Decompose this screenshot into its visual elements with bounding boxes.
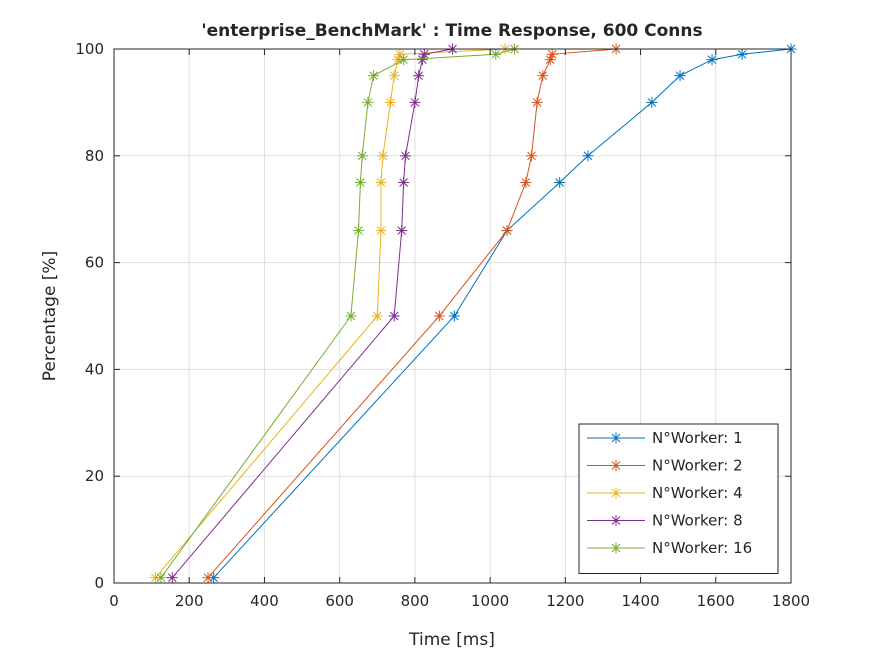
data-point-marker bbox=[399, 150, 411, 162]
data-point-marker bbox=[155, 572, 167, 584]
x-tick-label: 1000 bbox=[471, 592, 509, 610]
legend-label: N°Worker: 16 bbox=[652, 539, 752, 557]
y-tick-label: 0 bbox=[94, 574, 104, 592]
data-point-marker bbox=[546, 48, 558, 60]
data-point-marker bbox=[409, 96, 421, 108]
data-point-marker bbox=[398, 54, 410, 66]
legend-marker bbox=[610, 542, 622, 554]
data-point-marker bbox=[582, 150, 594, 162]
data-point-marker bbox=[202, 572, 214, 584]
legend: N°Worker: 1 N°Worker: 2 N°Worker: 4 N°Worke… bbox=[578, 423, 779, 574]
axis-ticks: 0 200 400 600 800 1000 1200 1400 1600 1800 0 20 40 60… bbox=[75, 40, 810, 610]
series-line bbox=[160, 48, 515, 578]
data-point-marker bbox=[345, 310, 357, 322]
x-tick-label: 400 bbox=[250, 592, 279, 610]
series-worker-4 bbox=[166, 43, 458, 584]
y-tick-label: 80 bbox=[85, 147, 104, 165]
series-line bbox=[213, 48, 792, 579]
series-line bbox=[155, 48, 506, 579]
data-point-marker bbox=[375, 225, 387, 237]
chart-title: 'enterprise_BenchMark' : Time Response, … bbox=[201, 21, 702, 41]
data-point-marker bbox=[352, 225, 364, 237]
data-point-marker bbox=[166, 572, 178, 584]
data-point-marker bbox=[490, 48, 502, 60]
data-point-marker bbox=[525, 150, 537, 162]
data-point-marker bbox=[368, 70, 380, 82]
legend-label: N°Worker: 4 bbox=[652, 484, 743, 502]
series-worker-1 bbox=[208, 43, 797, 584]
data-point-marker bbox=[388, 310, 400, 322]
y-tick-label: 100 bbox=[75, 40, 104, 58]
y-axis-label: Percentage [%] bbox=[40, 251, 60, 381]
series-line bbox=[171, 48, 453, 579]
legend-marker bbox=[610, 515, 622, 526]
legend-marker bbox=[610, 460, 622, 471]
data-point-marker bbox=[396, 225, 408, 237]
data-point-marker bbox=[501, 225, 513, 237]
x-tick-label: 0 bbox=[109, 592, 119, 610]
legend-marker bbox=[610, 487, 622, 499]
x-tick-label: 1200 bbox=[546, 592, 584, 610]
data-point-marker bbox=[388, 70, 400, 82]
data-point-marker bbox=[362, 96, 374, 108]
data-point-marker bbox=[544, 54, 556, 66]
plot-frame bbox=[113, 48, 792, 584]
legend-label: N°Worker: 8 bbox=[652, 512, 743, 530]
data-point-marker bbox=[554, 177, 566, 188]
data-point-marker bbox=[736, 48, 748, 60]
data-point-marker bbox=[398, 177, 410, 188]
data-point-marker bbox=[375, 177, 387, 188]
data-point-marker bbox=[646, 96, 658, 108]
data-point-marker bbox=[520, 177, 532, 188]
data-point-marker bbox=[384, 96, 396, 108]
series-worker-2 bbox=[202, 43, 622, 584]
legend-box bbox=[578, 423, 779, 574]
x-tick-label: 600 bbox=[325, 592, 354, 610]
x-tick-label: 1800 bbox=[772, 592, 810, 610]
y-tick-label: 40 bbox=[85, 360, 104, 378]
legend-label: N°Worker: 2 bbox=[652, 457, 743, 475]
x-tick-label: 1600 bbox=[697, 592, 735, 610]
data-point-marker bbox=[377, 150, 389, 162]
data-point-marker bbox=[356, 150, 368, 162]
data-point-marker bbox=[706, 54, 718, 66]
data-point-marker bbox=[413, 70, 425, 82]
data-point-marker bbox=[537, 70, 549, 82]
legend-item: N°Worker: 8 bbox=[587, 512, 743, 530]
x-tick-label: 800 bbox=[401, 592, 430, 610]
series-layer bbox=[149, 43, 797, 584]
legend-marker bbox=[610, 432, 622, 444]
legend-item: N°Worker: 4 bbox=[587, 484, 743, 502]
data-point-marker bbox=[371, 310, 383, 322]
x-tick-label: 200 bbox=[175, 592, 204, 610]
data-point-marker bbox=[674, 70, 686, 82]
y-tick-label: 20 bbox=[85, 467, 104, 485]
y-tick-label: 60 bbox=[85, 254, 104, 272]
legend-item: N°Worker: 2 bbox=[587, 457, 743, 475]
data-point-marker bbox=[448, 310, 460, 322]
x-axis-label: Time [ms] bbox=[408, 630, 495, 650]
legend-item: N°Worker: 1 bbox=[587, 429, 743, 447]
x-tick-label: 1400 bbox=[621, 592, 659, 610]
data-point-marker bbox=[433, 310, 445, 322]
series-line bbox=[207, 48, 617, 579]
legend-label: N°Worker: 1 bbox=[652, 429, 743, 447]
data-point-marker bbox=[354, 177, 366, 188]
data-point-marker bbox=[531, 96, 543, 108]
legend-item: N°Worker: 16 bbox=[587, 539, 752, 557]
